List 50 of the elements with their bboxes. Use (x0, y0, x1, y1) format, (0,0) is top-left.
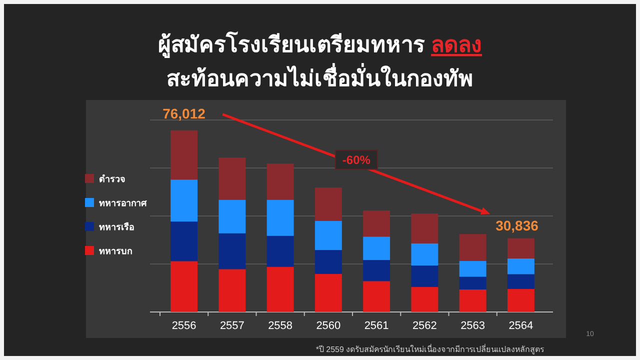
bar (459, 234, 486, 261)
bar (266, 236, 294, 267)
bar (411, 286, 438, 312)
bar (507, 288, 534, 312)
bar (218, 233, 246, 270)
bar (266, 164, 294, 200)
bar (314, 188, 342, 221)
bar (314, 274, 342, 312)
bar (411, 214, 438, 244)
x-tick-label: 2563 (460, 320, 486, 332)
bar (411, 266, 438, 287)
annotation: 30,836 (496, 217, 539, 234)
bar (363, 281, 390, 312)
bar (314, 220, 342, 250)
bar (363, 260, 390, 282)
bar (459, 289, 486, 312)
bar (507, 258, 534, 274)
bar (411, 243, 438, 266)
x-tick-label: 2556 (172, 320, 196, 332)
bar (218, 200, 246, 234)
bar (170, 180, 198, 222)
legend-label: ทหารอากาศ (99, 198, 147, 208)
annotation: -60% (342, 153, 371, 168)
bar (266, 266, 294, 312)
x-tick-label: 2562 (412, 320, 437, 332)
x-tick-label: 2564 (508, 320, 534, 332)
x-tick-label: 2557 (220, 320, 244, 332)
x-tick-label: 2561 (364, 320, 389, 332)
bar (170, 130, 198, 180)
bar (507, 238, 534, 258)
chart-title: ผู้สมัครโรงเรียนเตรียมทหาร ลดลง (158, 31, 482, 59)
x-tick-label: 2560 (316, 320, 341, 332)
bar (507, 274, 534, 289)
bar (170, 222, 198, 262)
legend-label: ทหารเรือ (99, 221, 134, 232)
legend-label: ทหารบก (99, 246, 132, 256)
x-tick-label: 2558 (268, 320, 293, 332)
bar (459, 276, 486, 290)
bar (170, 261, 198, 312)
legend-label: ตำรวจ (99, 174, 125, 184)
bar (459, 260, 486, 277)
chart-subtitle: สะท้อนความไม่เชื่อมั่นในกองทัพ (166, 62, 474, 91)
bar (218, 158, 246, 200)
annotation: 76,012 (162, 105, 206, 122)
bar (363, 236, 390, 260)
bar (266, 200, 294, 236)
bar (363, 210, 390, 237)
bar (314, 250, 342, 274)
bar (218, 269, 246, 312)
text: *ปี 2559 งดรับสมัครนักเรียนใหม่เนื่องจากมีการเปลี่ยนแปลงหลักสูตร (316, 343, 546, 355)
